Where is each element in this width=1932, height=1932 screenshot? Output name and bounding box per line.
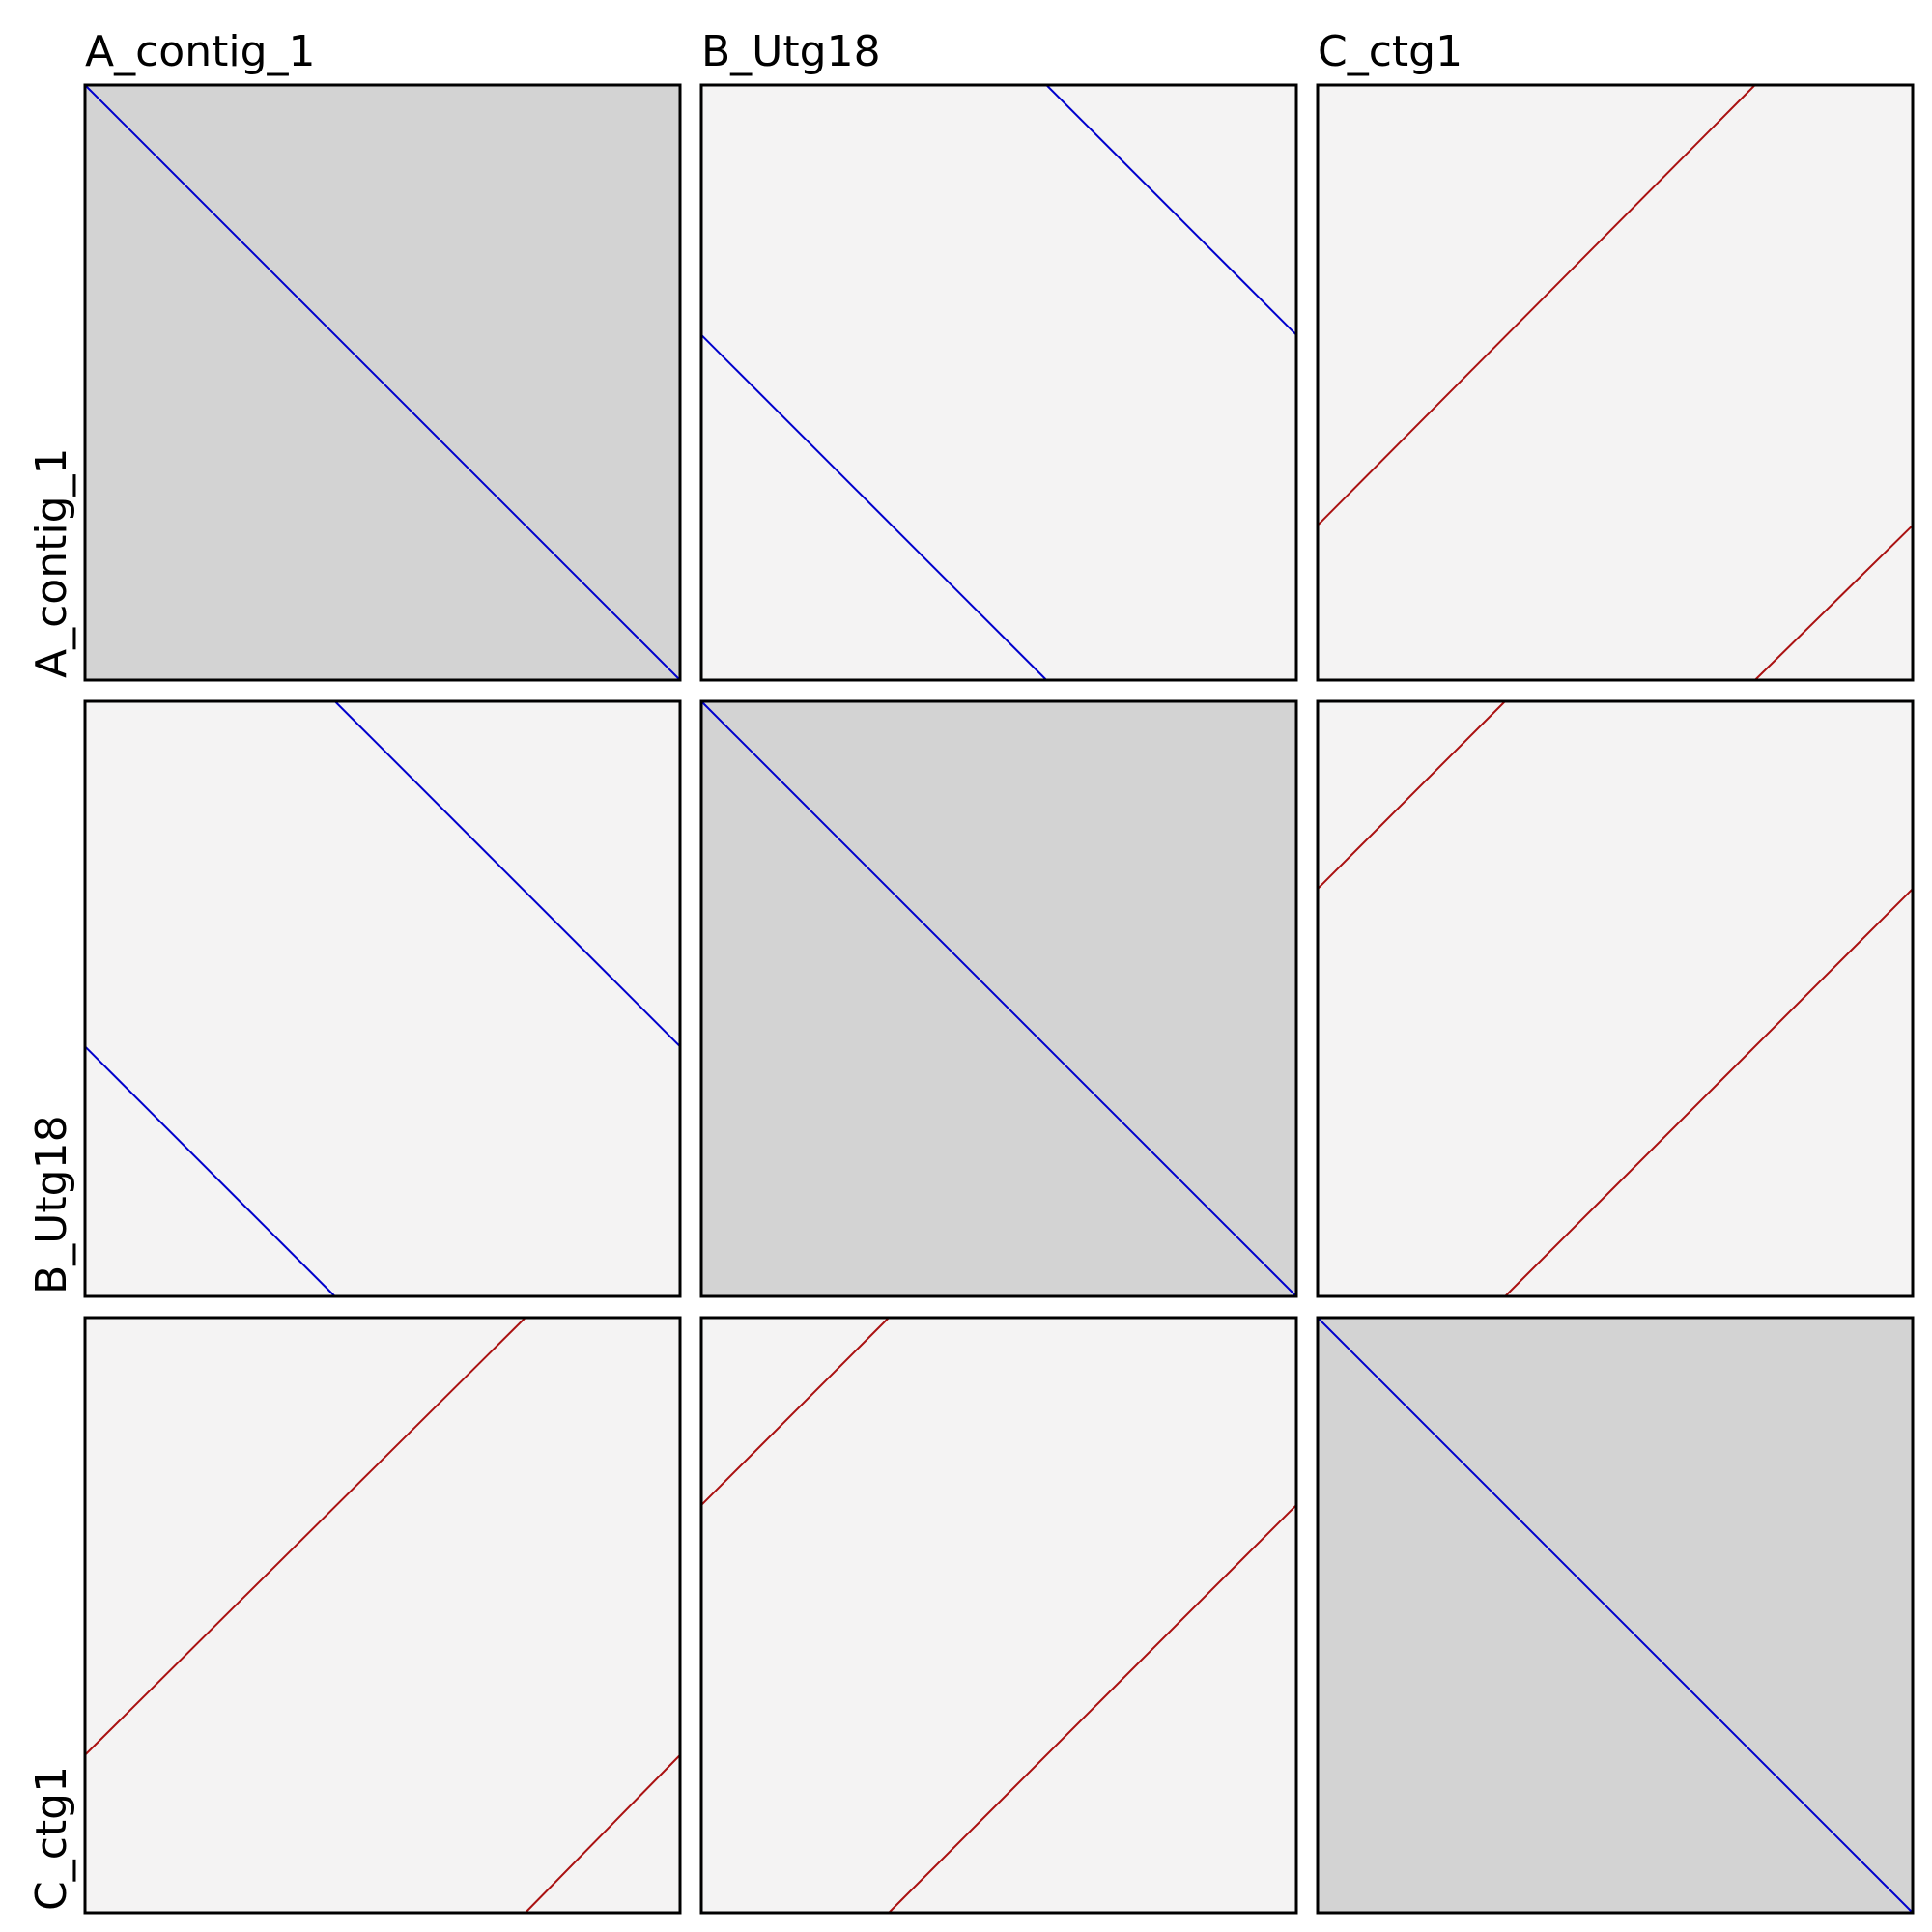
panel-background	[701, 1318, 1296, 1913]
panel-frame	[83, 699, 682, 1298]
labels-layer: A_contig_1 B_Utg18 C_ctg1 A_contig_1 B_U…	[27, 27, 1463, 1911]
alignment-segment-forward-1	[700, 334, 1047, 681]
panel-c-ctg1-vs-b-utg18	[699, 1316, 1298, 1915]
panel-frame	[83, 1316, 682, 1915]
panel-b-utg18-vs-a-contig-1	[83, 699, 682, 1298]
panel-a-contig-1-vs-b-utg18	[699, 83, 1298, 682]
column-label-c-ctg1: C_ctg1	[1318, 27, 1463, 76]
panel-b-utg18-vs-b-utg18	[699, 699, 1298, 1298]
row-label-b-utg18: B_Utg18	[27, 1115, 76, 1294]
panel-background	[1318, 85, 1913, 680]
alignment-segment-forward-1	[84, 84, 681, 681]
alignment-segment-forward-1	[84, 1045, 336, 1297]
alignment-segment-reverse-1	[1317, 84, 1756, 526]
panel-a-contig-1-vs-a-contig-1	[83, 83, 682, 682]
panel-background	[1318, 701, 1913, 1296]
panel-background	[85, 1318, 680, 1913]
alignment-segment-reverse-2	[1754, 525, 1914, 681]
alignment-segment-forward-1	[700, 700, 1297, 1297]
panels-layer	[83, 83, 1915, 1915]
panel-frame	[699, 699, 1298, 1298]
panel-b-utg18-vs-c-ctg1	[1316, 699, 1915, 1298]
panel-frame	[83, 83, 682, 682]
alignment-segment-forward-1	[1317, 1317, 1914, 1914]
alignment-segment-reverse-1	[1317, 700, 1506, 890]
panel-frame	[699, 1316, 1298, 1915]
panel-c-ctg1-vs-c-ctg1	[1316, 1316, 1915, 1915]
panel-frame	[699, 83, 1298, 682]
panel-background	[85, 701, 680, 1296]
alignment-segment-reverse-2	[888, 1504, 1297, 1914]
panel-frame	[1316, 1316, 1915, 1915]
alignment-segment-reverse-1	[84, 1317, 526, 1756]
alignment-segment-forward-2	[334, 700, 681, 1047]
alignment-segment-reverse-2	[525, 1754, 681, 1914]
row-label-a-contig-1: A_contig_1	[27, 448, 76, 679]
panel-c-ctg1-vs-a-contig-1	[83, 1316, 682, 1915]
alignment-segment-reverse-1	[700, 1317, 890, 1506]
alignment-segment-reverse-2	[1504, 888, 1914, 1297]
column-label-b-utg18: B_Utg18	[701, 27, 881, 76]
panel-background	[701, 85, 1296, 680]
alignment-segment-forward-2	[1045, 84, 1297, 336]
column-label-a-contig-1: A_contig_1	[85, 27, 316, 76]
panel-frame	[1316, 83, 1915, 682]
row-label-c-ctg1: C_ctg1	[27, 1766, 76, 1911]
panel-a-contig-1-vs-c-ctg1	[1316, 83, 1915, 682]
panel-frame	[1316, 699, 1915, 1298]
